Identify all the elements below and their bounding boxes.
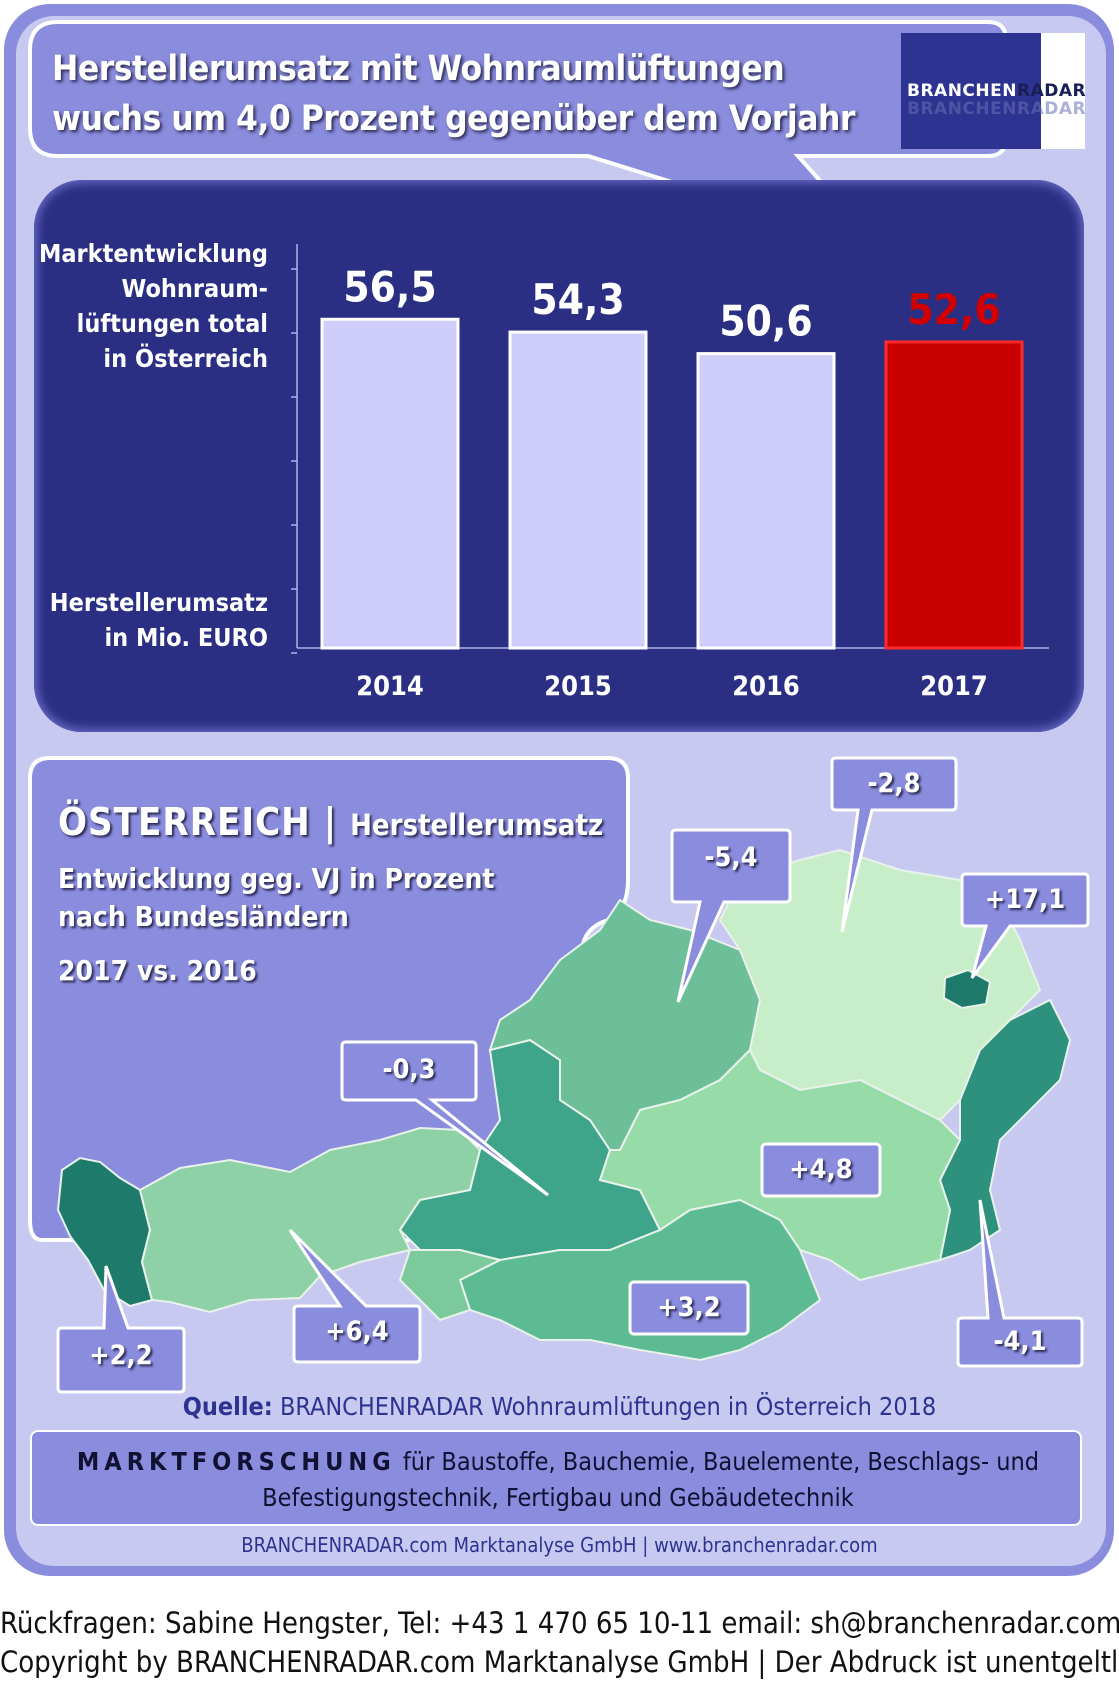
headline: Herstellerumsatz mit Wohnraumlüftungen w… <box>52 44 855 144</box>
chart-description-line-3: lüftungen total <box>76 309 268 338</box>
callout-shape-tyrol <box>288 1228 422 1364</box>
bar-2017 <box>884 340 1024 650</box>
callout-shape-vienna <box>960 872 1090 979</box>
bar-2015 <box>508 330 648 650</box>
marktforschung-line-2: Befestigungstechnik, Fertigbau und Gebäu… <box>262 1483 854 1512</box>
source-line: Quelle: BRANCHENRADAR Wohnraumlüftungen … <box>0 1392 1119 1421</box>
logo-part-1: BRANCHEN <box>907 81 1017 101</box>
chart-description-line-1: Marktentwicklung <box>39 239 268 268</box>
headline-line-1: Herstellerumsatz mit Wohnraumlüftungen <box>52 49 785 89</box>
callout-lower-austria: -2,8 <box>867 768 921 799</box>
callout-shape-styria <box>760 1142 882 1198</box>
chart-description-label: Marktentwicklung Wohnraum- lüftungen tot… <box>39 236 268 376</box>
chart-description-line-4: in Österreich <box>103 344 268 373</box>
callout-shape-burgenland <box>956 1199 1084 1368</box>
marktforschung-box: MARKTFORSCHUNG für Baustoffe, Bauchemie,… <box>30 1430 1082 1526</box>
bar-value-label-2016: 50,6 <box>719 297 812 346</box>
callout-vienna: +17,1 <box>984 884 1066 915</box>
bar-value-label-2017: 52,6 <box>907 285 1000 334</box>
y-axis-label-line-2: in Mio. EURO <box>104 623 268 652</box>
source-label: Quelle: <box>182 1392 273 1421</box>
map-title: ÖSTERREICH | Herstellerumsatz <box>58 800 603 844</box>
bar-value-label-2015: 54,3 <box>531 275 624 324</box>
callout-shape-carinthia <box>628 1280 750 1336</box>
headline-line-2: wuchs um 4,0 Prozent gegenüber dem Vorja… <box>52 99 855 139</box>
contact-line: Rückfragen: Sabine Hengster, Tel: +43 1 … <box>0 1606 1119 1640</box>
branchenradar-logo: BRANCHENRADAR BRANCHENRADAR <box>901 33 1087 149</box>
bar-2016 <box>696 352 836 650</box>
logo-text: BRANCHENRADAR <box>907 81 1086 101</box>
bar-chart-panel: 56,5 2014 54,3 2015 50,6 2016 52,6 2017 Markten… <box>34 180 1084 732</box>
callout-shape-lower-austria <box>830 756 958 933</box>
marktforschung-line-1: für Baustoffe, Bauchemie, Bauelemente, B… <box>395 1447 1040 1476</box>
callout-shape-vorarlberg <box>56 1265 186 1394</box>
logo-part-2: RADAR <box>1016 81 1087 101</box>
callout-shape-salzburg <box>340 1040 549 1197</box>
x-tick-label-2017: 2017 <box>920 671 988 702</box>
state-vienna <box>942 968 992 1010</box>
map-subtitle-1: Entwicklung geg. VJ in Prozent <box>58 862 495 895</box>
callout-carinthia: +3,2 <box>657 1292 721 1323</box>
callout-vorarlberg: +2,2 <box>89 1340 153 1371</box>
callout-burgenland: -4,1 <box>993 1326 1047 1357</box>
callout-shape-upper-austria <box>670 828 792 1003</box>
map-title-separator: | <box>310 800 351 844</box>
callout-salzburg: -0,3 <box>382 1054 436 1085</box>
map-title-country: ÖSTERREICH <box>58 800 311 844</box>
y-axis-label: Herstellerumsatz in Mio. EURO <box>50 585 268 655</box>
x-tick-label-2015: 2015 <box>544 671 612 702</box>
map-title-metric: Herstellerumsatz <box>350 808 604 842</box>
logo-ghost-text: BRANCHENRADAR <box>907 99 1087 119</box>
bar-2014 <box>320 317 460 650</box>
chart-description-line-2: Wohnraum- <box>121 274 268 303</box>
bar-chart: 56,5 2014 54,3 2015 50,6 2016 52,6 2017 <box>291 244 1049 702</box>
marktforschung-text: MARKTFORSCHUNG für Baustoffe, Bauchemie,… <box>32 1444 1084 1516</box>
callout-tyrol: +6,4 <box>325 1316 389 1347</box>
callout-styria: +4,8 <box>789 1154 853 1185</box>
austria-map-panel <box>28 756 1090 1394</box>
state-east-tyrol <box>398 1249 503 1322</box>
map-subtitle-3: 2017 vs. 2016 <box>58 954 257 987</box>
x-tick-label-2016: 2016 <box>732 671 800 702</box>
copyright-line: Copyright by BRANCHENRADAR.com Marktanal… <box>0 1645 1119 1679</box>
marktforschung-caps: MARKTFORSCHUNG <box>76 1447 396 1476</box>
callout-upper-austria: -5,4 <box>704 842 758 873</box>
logo-box <box>901 33 1041 149</box>
y-axis-label-line-1: Herstellerumsatz <box>49 588 268 617</box>
company-line: BRANCHENRADAR.com Marktanalyse GmbH | ww… <box>241 1533 878 1557</box>
x-tick-label-2014: 2014 <box>356 671 424 702</box>
bar-value-label-2014: 56,5 <box>343 262 436 311</box>
source-text: BRANCHENRADAR Wohnraumlüftungen in Öster… <box>272 1392 937 1421</box>
map-subtitle-2: nach Bundesländern <box>58 900 349 933</box>
